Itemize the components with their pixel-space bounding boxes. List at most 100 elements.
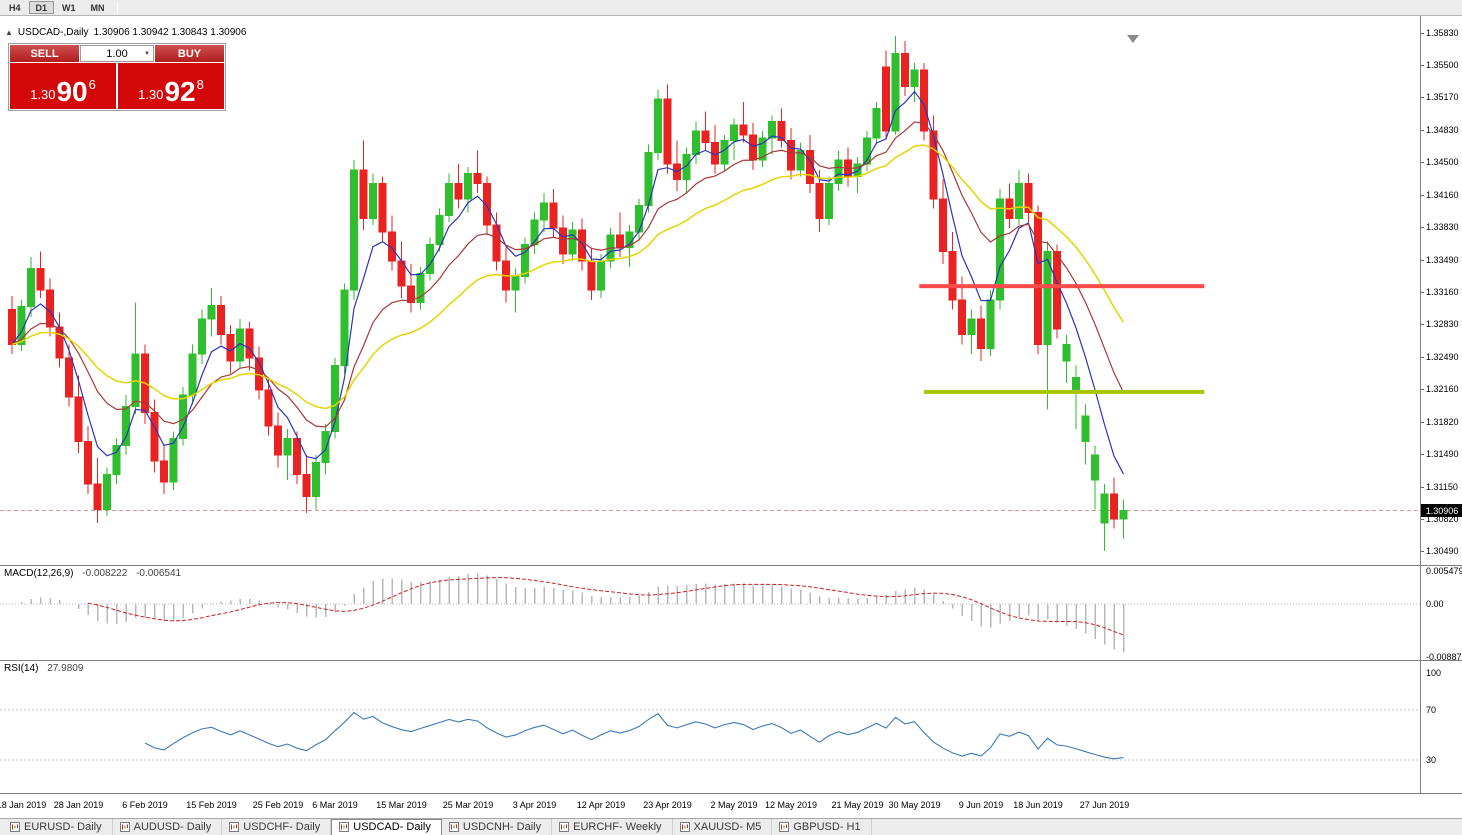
price-axis-tick bbox=[1421, 97, 1424, 99]
ask-big-digits: 92 bbox=[164, 76, 196, 107]
main-chart-canvas[interactable] bbox=[0, 16, 1420, 565]
chart-tab-label: USDCHF- Daily bbox=[243, 820, 321, 833]
macd-axis-label: 0.00 bbox=[1426, 599, 1444, 609]
date-axis-label: 30 May 2019 bbox=[888, 800, 941, 810]
chart-tab-label: USDCNH- Daily bbox=[462, 820, 542, 833]
toolbar-divider bbox=[116, 1, 118, 14]
sell-button[interactable]: SELL bbox=[10, 45, 79, 62]
price-axis-tick bbox=[1421, 389, 1424, 390]
chart-tab-eurusd[interactable]: EURUSD- Daily bbox=[3, 819, 113, 835]
chart-tab-icon bbox=[229, 821, 240, 832]
chart-tab-icon bbox=[119, 821, 130, 832]
symbol-name: USDCAD-,Daily bbox=[17, 27, 89, 38]
price-axis-tick bbox=[1421, 33, 1424, 34]
chart-tab-icon bbox=[559, 821, 570, 832]
chart-tab-usdchf[interactable]: USDCHF- Daily bbox=[222, 819, 332, 835]
date-axis-label: 15 Feb 2019 bbox=[186, 800, 237, 810]
date-axis-label: 25 Feb 2019 bbox=[252, 800, 304, 810]
price-axis-tick bbox=[1421, 518, 1424, 520]
rsi-axis-label: 30 bbox=[1426, 755, 1437, 765]
timeframe-button-h4[interactable]: H4 bbox=[9, 3, 21, 13]
macd-signal-value: -0.006541 bbox=[136, 568, 182, 579]
price-axis-tick bbox=[1421, 227, 1424, 228]
chart-tab-bar: EURUSD- Daily AUDUSD- Daily USDCHF- Daily U… bbox=[0, 818, 1462, 835]
rsi-axis-label: 70 bbox=[1426, 705, 1437, 715]
current-price-badge: 1.30906 bbox=[1421, 504, 1462, 518]
date-axis-label: 25 Mar 2019 bbox=[442, 800, 494, 810]
date-axis[interactable]: 18 Jan 2019 28 Jan 2019 6 Feb 2019 15 Feb 2… bbox=[0, 793, 1462, 818]
volume-dropdown-icon[interactable]: ▼ bbox=[144, 50, 150, 57]
chart-tab-xauusd[interactable]: XAUUSD- M5 bbox=[673, 819, 773, 835]
price-axis-tick bbox=[1421, 421, 1424, 423]
timeframe-button-d1[interactable]: D1 bbox=[28, 1, 55, 14]
timeframe-toolbar: H4 D1 W1 MN bbox=[0, 0, 1462, 16]
price-axis-label: 1.33830 bbox=[1426, 222, 1459, 232]
date-axis-label: 18 Jan 2019 bbox=[0, 800, 47, 810]
price-axis-label: 1.30490 bbox=[1426, 546, 1459, 556]
chart-tab-usdcnh[interactable]: USDCNH- Daily bbox=[442, 819, 553, 835]
price-axis[interactable]: 1.35830 1.35500 1.35170 1.34830 1.34500 1.341… bbox=[1420, 16, 1462, 565]
chart-tab-label: USDCAD- Daily bbox=[353, 821, 431, 833]
ask-prefix: 1.30 bbox=[138, 87, 164, 102]
ask-pip-digit: 8 bbox=[196, 77, 204, 92]
chart-symbol-header: ▲ USDCAD-,Daily 1.30906 1.30942 1.30843 … bbox=[5, 27, 246, 38]
date-axis-label: 6 Feb 2019 bbox=[122, 800, 168, 810]
ohlc-values: 1.30906 1.30942 1.30843 1.30906 bbox=[93, 27, 247, 38]
chart-tab-label: EURCHF- Weekly bbox=[573, 820, 662, 833]
price-axis-label: 1.34500 bbox=[1426, 157, 1459, 167]
macd-panel: MACD(12,26,9) -0.008222 -0.006541 0.0054… bbox=[0, 565, 1462, 662]
chart-tab-label: EURUSD- Daily bbox=[24, 820, 102, 833]
one-click-trading-panel: SELL 1.00 ▼ BUY 1.30 90 6 1.30 92 8 bbox=[8, 43, 226, 111]
macd-axis-label: 0.005479 bbox=[1426, 566, 1462, 576]
rsi-label: RSI(14) 27.9809 bbox=[4, 663, 83, 674]
macd-axis: 0.005479 0.00 -0.008875 bbox=[1420, 566, 1462, 662]
price-axis-label: 1.34160 bbox=[1426, 190, 1459, 200]
date-axis-label: 27 Jun 2019 bbox=[1079, 800, 1130, 810]
macd-canvas[interactable] bbox=[0, 566, 1420, 660]
volume-input[interactable]: 1.00 ▼ bbox=[80, 45, 154, 62]
price-axis-tick bbox=[1421, 259, 1424, 261]
bid-price-box[interactable]: 1.30 90 6 bbox=[10, 63, 116, 109]
date-axis-label: 12 May 2019 bbox=[764, 800, 818, 810]
bid-pip-digit: 6 bbox=[88, 77, 96, 92]
rsi-panel: RSI(14) 27.9809 100 70 30 bbox=[0, 660, 1462, 793]
chart-tab-eurchf[interactable]: EURCHF- Weekly bbox=[552, 819, 673, 835]
chart-tab-usdcad[interactable]: USDCAD- Daily bbox=[331, 819, 442, 835]
rsi-axis: 100 70 30 bbox=[1420, 661, 1462, 793]
macd-label: MACD(12,26,9) -0.008222 -0.006541 bbox=[4, 568, 181, 579]
date-axis-label: 18 Jun 2019 bbox=[1013, 800, 1063, 810]
date-axis-label: 6 Mar 2019 bbox=[312, 800, 358, 810]
price-axis-label: 1.34830 bbox=[1426, 125, 1459, 135]
price-axis-label: 1.32490 bbox=[1426, 351, 1459, 362]
chart-tab-icon bbox=[339, 822, 350, 832]
timeframe-button-mn[interactable]: MN bbox=[90, 3, 105, 13]
main-chart-panel: ▲ USDCAD-,Daily 1.30906 1.30942 1.30843 … bbox=[0, 16, 1462, 565]
bid-prefix: 1.30 bbox=[30, 87, 56, 102]
price-axis-label: 1.31490 bbox=[1426, 449, 1459, 459]
macd-value: -0.008222 bbox=[82, 568, 128, 579]
chart-tab-icon bbox=[679, 821, 690, 832]
buy-button[interactable]: BUY bbox=[155, 45, 224, 62]
timeframe-button-w1[interactable]: W1 bbox=[62, 3, 76, 13]
macd-axis-label: -0.008875 bbox=[1426, 652, 1462, 662]
chart-tab-label: GBPUSD- H1 bbox=[793, 820, 861, 833]
price-axis-tick bbox=[1421, 65, 1424, 66]
price-axis-tick bbox=[1421, 486, 1424, 488]
price-axis-label: 1.30820 bbox=[1426, 513, 1459, 524]
price-axis-label: 1.32830 bbox=[1426, 319, 1459, 329]
price-axis-tick bbox=[1421, 292, 1424, 293]
price-axis-label: 1.31820 bbox=[1426, 416, 1459, 427]
date-axis-label: 9 Jun 2019 bbox=[958, 800, 1004, 810]
price-axis-tick bbox=[1421, 356, 1424, 358]
chart-tab-icon bbox=[779, 821, 790, 832]
price-axis-label: 1.31150 bbox=[1426, 481, 1458, 492]
one-click-collapse-icon[interactable]: ▲ bbox=[5, 28, 13, 37]
chart-tab-gbpusd[interactable]: GBPUSD- H1 bbox=[772, 819, 872, 835]
ask-price-box[interactable]: 1.30 92 8 bbox=[118, 63, 224, 109]
date-axis-label: 28 Jan 2019 bbox=[53, 800, 104, 810]
price-axis-tick bbox=[1421, 324, 1424, 325]
rsi-canvas[interactable] bbox=[0, 661, 1420, 793]
chart-tab-audusd[interactable]: AUDUSD- Daily bbox=[113, 819, 223, 835]
rsi-axis-label: 100 bbox=[1426, 667, 1442, 678]
